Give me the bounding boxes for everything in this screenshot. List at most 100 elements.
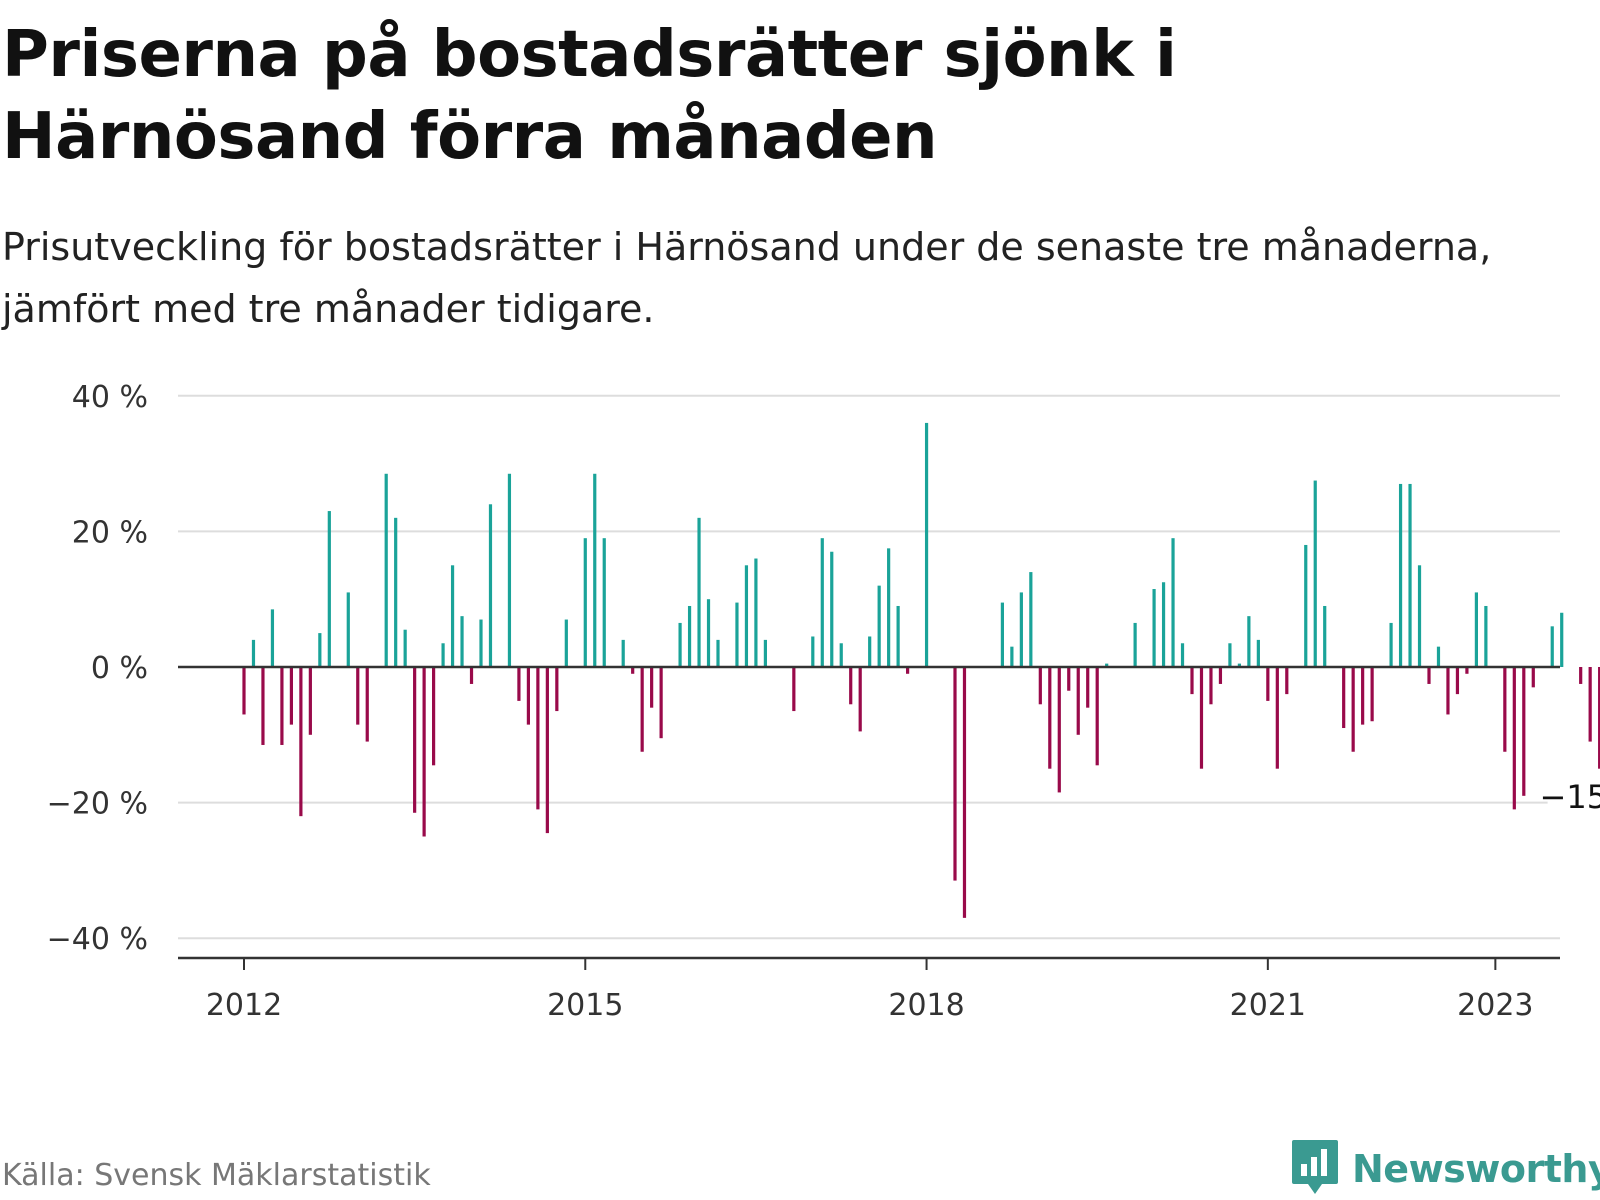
bar-2021-11 xyxy=(1361,667,1365,725)
bar-2015-12 xyxy=(687,605,692,667)
bar-2014-03 xyxy=(488,504,493,667)
bar-2023-11 xyxy=(1588,667,1592,742)
chart-subtitle: Prisutveckling för bostadsrätter i Härnö… xyxy=(2,225,1492,331)
bar-2019-04 xyxy=(1067,667,1071,691)
bar-2023-05 xyxy=(1531,667,1535,688)
grid-lines xyxy=(178,394,1560,940)
bar-2022-10 xyxy=(1465,667,1469,674)
bar-2021-05 xyxy=(1304,544,1308,667)
bar-2019-11 xyxy=(1133,622,1137,667)
bar-2016-02 xyxy=(706,599,711,667)
bar-2022-03 xyxy=(1398,483,1403,667)
bar-2022-08 xyxy=(1446,667,1450,715)
bar-2022-02 xyxy=(1389,622,1393,667)
bar-2021-02 xyxy=(1275,667,1279,769)
bar-2023-04 xyxy=(1522,667,1526,796)
bar-2021-07 xyxy=(1323,605,1327,667)
annotations: −15 % xyxy=(1540,769,1600,816)
axes xyxy=(178,665,1560,970)
bar-2018-01 xyxy=(924,422,929,667)
bar-2020-01 xyxy=(1152,589,1156,667)
bar-2020-12 xyxy=(1256,639,1260,667)
y-tick-label: −20 % xyxy=(47,787,148,822)
x-tick-label: 2018 xyxy=(888,988,964,1023)
bar-2019-02 xyxy=(1048,667,1052,769)
bar-2016-11 xyxy=(792,667,796,712)
bar-2020-07 xyxy=(1209,667,1213,705)
bar-2022-11 xyxy=(1474,592,1478,667)
bar-2022-09 xyxy=(1455,667,1460,695)
bar-2013-05 xyxy=(394,517,398,667)
bar-2015-03 xyxy=(602,538,606,667)
bar-2013-10 xyxy=(441,643,445,667)
bar-2014-09 xyxy=(545,667,549,834)
bar-2017-02 xyxy=(820,538,824,667)
bar-2014-10 xyxy=(555,667,559,712)
bar-2012-06 xyxy=(289,667,293,725)
bar-2012-01 xyxy=(242,667,246,715)
bar-2017-07 xyxy=(868,636,872,667)
bar-2016-06 xyxy=(744,565,749,667)
last-value-annotation: −15 % xyxy=(1540,778,1600,816)
bar-2013-08 xyxy=(422,667,426,837)
bar-2023-02 xyxy=(1503,667,1507,752)
bar-2020-08 xyxy=(1218,667,1223,684)
bar-2023-10 xyxy=(1579,667,1583,684)
bar-2015-08 xyxy=(650,667,654,708)
bar-2019-07 xyxy=(1095,667,1099,766)
bar-2013-11 xyxy=(450,565,455,667)
bar-2012-03 xyxy=(261,667,265,745)
bar-2015-11 xyxy=(678,622,682,667)
bar-2013-12 xyxy=(460,616,464,667)
y-axis-labels: 40 % 20 % 0 % −20 % −40 % xyxy=(47,380,148,957)
bar-2012-10 xyxy=(327,511,331,667)
y-tick-label: 0 % xyxy=(91,651,148,686)
bar-2012-08 xyxy=(308,667,312,735)
bar-2014-07 xyxy=(526,667,530,725)
bar-2015-01 xyxy=(583,538,587,667)
x-tick-label: 2023 xyxy=(1457,988,1533,1023)
y-tick-label: 40 % xyxy=(72,380,148,415)
bar-2014-08 xyxy=(536,667,540,810)
bar-2019-01 xyxy=(1038,667,1042,705)
y-tick-label: −40 % xyxy=(47,922,148,957)
bar-2015-02 xyxy=(593,473,597,667)
bar-2021-12 xyxy=(1370,667,1374,722)
bar-2017-10 xyxy=(896,605,900,667)
bar-2018-12 xyxy=(1029,572,1033,667)
bar-2017-04 xyxy=(839,643,843,667)
bar-2012-12 xyxy=(346,592,350,667)
x-tick-label: 2021 xyxy=(1230,988,1306,1023)
bar-2020-03 xyxy=(1171,538,1175,667)
bar-2018-05 xyxy=(962,667,967,918)
bar-2023-12 xyxy=(1598,667,1600,769)
bar-2016-05 xyxy=(735,602,739,667)
bar-2019-03 xyxy=(1057,667,1061,793)
newsworthy-logo-icon xyxy=(1292,1140,1338,1194)
bar-2020-11 xyxy=(1247,616,1251,667)
bar-2015-05 xyxy=(621,639,625,667)
annotation-background xyxy=(1547,769,1600,812)
bar-2012-04 xyxy=(270,609,275,667)
bar-2020-06 xyxy=(1199,667,1204,769)
bar-2022-07 xyxy=(1436,646,1441,667)
bar-2019-05 xyxy=(1076,667,1080,735)
chart-title: Priserna på bostadsrätter sjönk i Härnös… xyxy=(2,18,1177,174)
bar-2013-09 xyxy=(432,667,436,766)
bar-2023-07 xyxy=(1550,626,1554,667)
bar-2016-03 xyxy=(716,639,720,667)
brand-logo: Newsworthy xyxy=(1290,1138,1600,1200)
bar-2019-08 xyxy=(1105,663,1109,667)
bar-2022-05 xyxy=(1417,565,1422,667)
bar-2013-04 xyxy=(384,473,388,667)
bar-2016-07 xyxy=(754,558,758,667)
bar-2017-06 xyxy=(858,667,862,732)
bar-2023-03 xyxy=(1512,667,1516,810)
bar-2021-06 xyxy=(1313,480,1317,667)
bar-2018-04 xyxy=(953,667,957,881)
bar-2018-10 xyxy=(1010,646,1014,667)
bar-2015-07 xyxy=(640,667,644,752)
bar-2021-09 xyxy=(1342,667,1346,729)
bar-2013-07 xyxy=(413,667,417,813)
bar-2017-03 xyxy=(830,551,834,667)
